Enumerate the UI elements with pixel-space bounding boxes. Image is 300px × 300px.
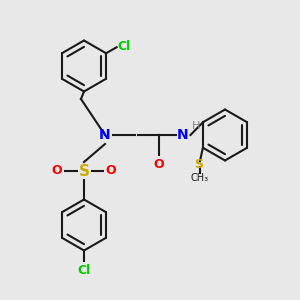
Text: Cl: Cl <box>77 264 91 277</box>
Text: N: N <box>99 128 111 142</box>
Text: H: H <box>192 121 200 131</box>
Text: CH₃: CH₃ <box>191 173 209 183</box>
Text: N: N <box>177 128 189 142</box>
Text: S: S <box>79 164 89 178</box>
Text: O: O <box>106 164 116 178</box>
Text: S: S <box>194 158 203 171</box>
Text: O: O <box>154 158 164 170</box>
Text: O: O <box>52 164 62 178</box>
Text: Cl: Cl <box>118 40 131 53</box>
